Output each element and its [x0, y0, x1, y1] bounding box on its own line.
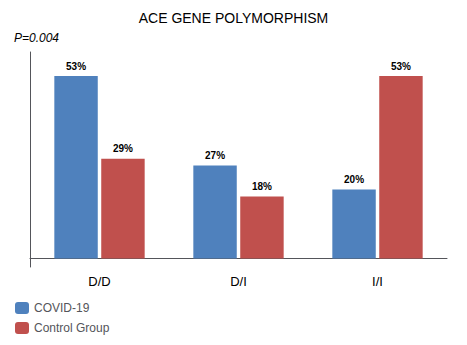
svg-text:P=0.004: P=0.004	[14, 31, 59, 45]
svg-text:D/I: D/I	[230, 274, 247, 289]
svg-text:29%: 29%	[113, 143, 133, 154]
svg-text:53%: 53%	[66, 61, 86, 72]
svg-text:COVID-19: COVID-19	[34, 301, 90, 315]
svg-text:D/D: D/D	[88, 274, 110, 289]
svg-text:53%: 53%	[391, 61, 411, 72]
svg-text:ACE GENE POLYMORPHISM: ACE GENE POLYMORPHISM	[139, 10, 329, 26]
svg-text:18%: 18%	[252, 181, 272, 192]
svg-text:20%: 20%	[344, 174, 364, 185]
svg-text:27%: 27%	[205, 150, 225, 161]
svg-text:Control Group: Control Group	[34, 321, 110, 335]
svg-text:I/I: I/I	[372, 274, 383, 289]
